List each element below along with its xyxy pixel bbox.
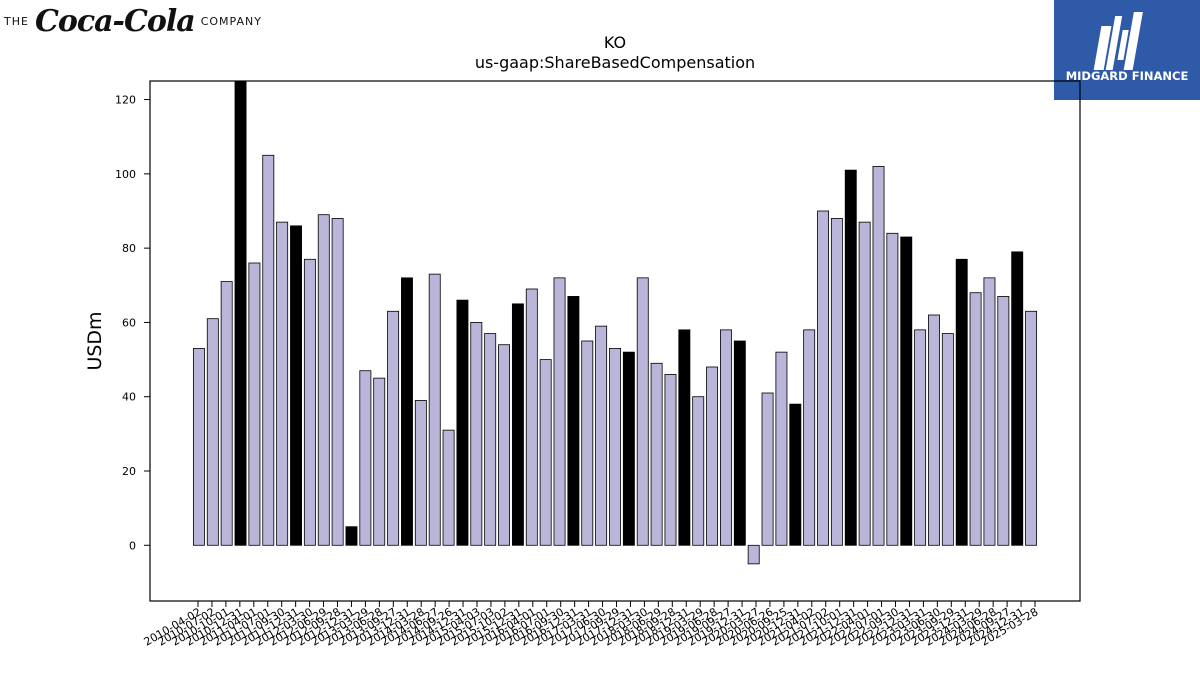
bar-2014-06-27	[428, 273, 441, 546]
bar-2011-12-31	[290, 225, 302, 546]
x-axis: 2010-04-022010-07-022010-10-012010-12-31…	[142, 601, 1041, 649]
bar-2017-06-30	[595, 325, 608, 546]
bar-2015-12-31	[511, 303, 524, 546]
bar-2015-04-03	[470, 322, 483, 546]
bar-2017-03-31	[581, 340, 594, 546]
bar-2022-04-01	[858, 221, 871, 546]
bar-2011-07-01	[262, 154, 275, 546]
bar-2024-09-27	[997, 296, 1010, 546]
chart-title: KO	[604, 33, 626, 52]
bar-2010-10-01	[220, 281, 233, 546]
bar-2025-03-28	[1025, 310, 1038, 546]
bar-2022-12-31	[900, 236, 913, 546]
bar-2016-04-01	[525, 288, 538, 546]
bar-2012-06-29	[317, 214, 330, 546]
bar-2024-03-29	[969, 292, 982, 546]
bar-2023-12-31	[955, 258, 968, 546]
company-logo: THE Coca-Cola COMPANY	[4, 2, 262, 40]
brand-mark-icon	[1093, 12, 1143, 70]
bar-2011-04-01	[248, 262, 261, 546]
bar-2012-12-31	[345, 526, 358, 546]
bar-2010-12-31	[234, 80, 247, 546]
brand-name: MIDGARD FINANCE	[1065, 69, 1189, 83]
bar-2013-06-28	[373, 377, 386, 546]
bar-2022-09-30	[886, 232, 899, 546]
bar-2013-12-31	[401, 277, 413, 546]
bar-2020-12-31	[789, 403, 802, 546]
bar-2020-09-25	[775, 351, 788, 546]
bar-2012-03-30	[303, 258, 316, 546]
brand-logo: MIDGARD FINANCE	[1054, 0, 1200, 100]
bar-2015-10-02	[498, 344, 511, 546]
bar-2022-07-01	[872, 166, 885, 546]
bar-2021-12-31	[844, 169, 857, 546]
bar-2011-09-30	[276, 221, 289, 546]
bar-2023-03-31	[914, 329, 927, 546]
bar-2013-09-27	[387, 310, 400, 546]
y-tick-label: 100	[115, 168, 136, 181]
bar-2016-12-31	[567, 296, 580, 546]
bar-2010-07-02	[206, 318, 219, 546]
company-logo-prefix: THE	[4, 14, 29, 28]
y-axis: 0 20 40 60 80 100 120	[115, 94, 150, 552]
bar-2018-09-28	[664, 374, 677, 546]
y-tick-label: 0	[129, 539, 136, 552]
bar-2021-04-02	[803, 329, 816, 546]
bar-2021-07-02	[817, 210, 829, 546]
company-logo-script: Coca-Cola	[34, 3, 196, 39]
bars-group	[192, 80, 1038, 565]
y-tick-label: 80	[122, 242, 136, 255]
company-logo-suffix: COMPANY	[200, 14, 262, 28]
bar-2019-09-27	[720, 329, 732, 546]
bar-2023-09-29	[941, 333, 954, 546]
bar-2019-12-31	[733, 340, 746, 546]
bar-2016-07-01	[539, 359, 552, 546]
bar-2020-03-27	[747, 544, 760, 565]
bar-2017-12-31	[622, 351, 635, 546]
y-tick-label: 20	[122, 465, 136, 478]
y-tick-label: 40	[122, 391, 136, 404]
plot-frame	[149, 80, 1081, 602]
bar-2017-09-29	[609, 348, 621, 546]
bar-2018-06-29	[650, 362, 663, 546]
bar-2018-12-31	[678, 329, 691, 546]
bar-2024-06-28	[983, 277, 996, 546]
bar-2014-09-26	[442, 429, 455, 546]
bar-2021-10-01	[830, 218, 843, 546]
bar-2023-06-30	[928, 314, 940, 546]
y-tick-label: 120	[115, 94, 136, 107]
bar-2019-06-28	[706, 366, 719, 546]
bar-2024-12-31	[1011, 251, 1024, 546]
bar-2014-12-31	[456, 299, 469, 546]
bar-2020-06-26	[761, 392, 774, 546]
y-tick-label: 60	[122, 316, 136, 329]
bar-2012-09-28	[331, 218, 344, 546]
bar-2016-09-30	[553, 277, 566, 546]
bar-2014-03-28	[414, 400, 427, 546]
bar-2019-03-29	[692, 396, 705, 546]
bar-2010-04-02	[192, 348, 205, 546]
chart-subtitle: us-gaap:ShareBasedCompensation	[475, 53, 755, 72]
bar-2015-07-03	[484, 333, 497, 546]
y-axis-label: USDm	[84, 311, 106, 370]
bar-2013-03-29	[359, 370, 372, 546]
bar-2018-03-30	[636, 277, 649, 546]
